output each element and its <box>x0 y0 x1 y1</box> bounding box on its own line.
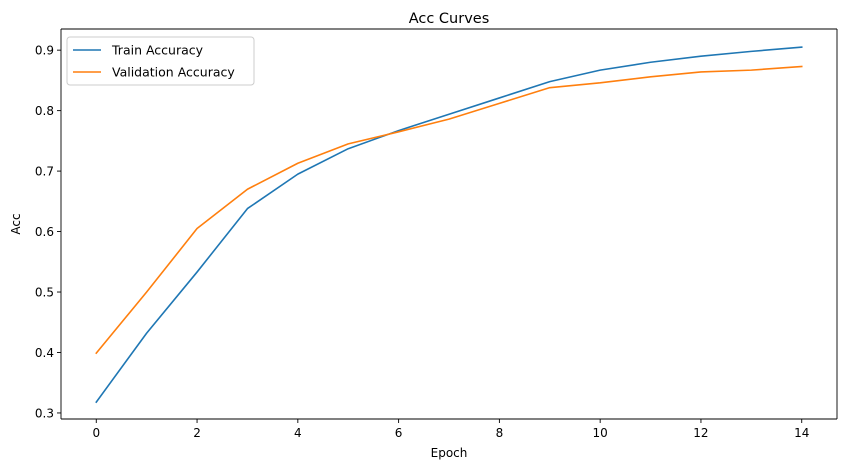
data-point <box>297 162 299 164</box>
data-point <box>95 352 97 354</box>
axes-frame <box>60 28 838 420</box>
data-point <box>549 81 551 83</box>
x-tick-label: 6 <box>395 426 403 440</box>
legend-box <box>66 36 255 86</box>
data-point <box>499 103 501 105</box>
x-tick-label: 2 <box>193 426 201 440</box>
x-tick-label: 12 <box>693 426 708 440</box>
x-tick-label: 0 <box>92 426 100 440</box>
y-tick-label: 0.6 <box>35 225 54 239</box>
data-point <box>398 131 400 133</box>
x-tick-label: 8 <box>496 426 504 440</box>
plot-area <box>61 29 837 419</box>
data-point <box>549 87 551 89</box>
data-point <box>751 69 753 71</box>
x-tick-label: 10 <box>593 426 608 440</box>
series-line-train-accuracy <box>95 46 803 404</box>
legend: Train Accuracy Validation Accuracy <box>66 36 255 86</box>
data-point <box>347 143 349 145</box>
y-tick-label: 0.7 <box>35 164 54 178</box>
series-layer <box>95 46 803 404</box>
data-point <box>599 82 601 84</box>
legend-label-validation: Validation Accuracy <box>112 65 235 80</box>
x-tick-label: 14 <box>794 426 809 440</box>
data-point <box>700 71 702 73</box>
data-point <box>196 271 198 273</box>
data-point <box>700 55 702 57</box>
data-point <box>347 148 349 150</box>
data-point <box>751 51 753 53</box>
y-tick-label: 0.5 <box>35 285 54 299</box>
x-axis-label: Epoch <box>431 446 468 460</box>
y-tick-label: 0.8 <box>35 104 54 118</box>
x-tick-label: 4 <box>294 426 302 440</box>
y-tick-label: 0.3 <box>35 406 54 420</box>
series-line-validation-accuracy <box>95 65 803 355</box>
data-point <box>146 291 148 293</box>
data-point <box>146 332 148 334</box>
x-axis-ticks: 0 2 4 6 8 10 12 14 <box>92 419 809 440</box>
legend-label-train: Train Accuracy <box>111 43 204 58</box>
y-axis-label: Acc <box>9 213 23 234</box>
y-tick-label: 0.9 <box>35 43 54 57</box>
data-point <box>599 69 601 71</box>
data-point <box>650 61 652 63</box>
data-point <box>448 113 450 115</box>
data-point <box>650 76 652 78</box>
data-point <box>95 401 97 403</box>
y-tick-label: 0.4 <box>35 346 54 360</box>
chart-title: Acc Curves <box>409 11 490 27</box>
data-point <box>297 173 299 175</box>
data-point <box>801 46 803 48</box>
y-axis-ticks: 0.3 0.4 0.5 0.6 0.7 0.8 0.9 <box>35 43 61 420</box>
data-point <box>448 118 450 120</box>
data-point <box>196 228 198 230</box>
data-point <box>499 97 501 99</box>
data-point <box>801 66 803 68</box>
data-point <box>247 188 249 190</box>
data-point <box>247 208 249 210</box>
